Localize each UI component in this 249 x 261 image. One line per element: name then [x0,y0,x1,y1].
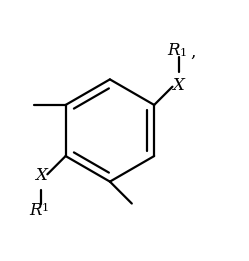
Text: X: X [35,167,47,184]
Text: X: X [173,77,185,94]
Text: 1: 1 [179,48,187,58]
Text: 1: 1 [42,203,49,213]
Text: R: R [30,202,42,219]
Text: R: R [167,42,180,59]
Text: ,: , [190,43,195,60]
